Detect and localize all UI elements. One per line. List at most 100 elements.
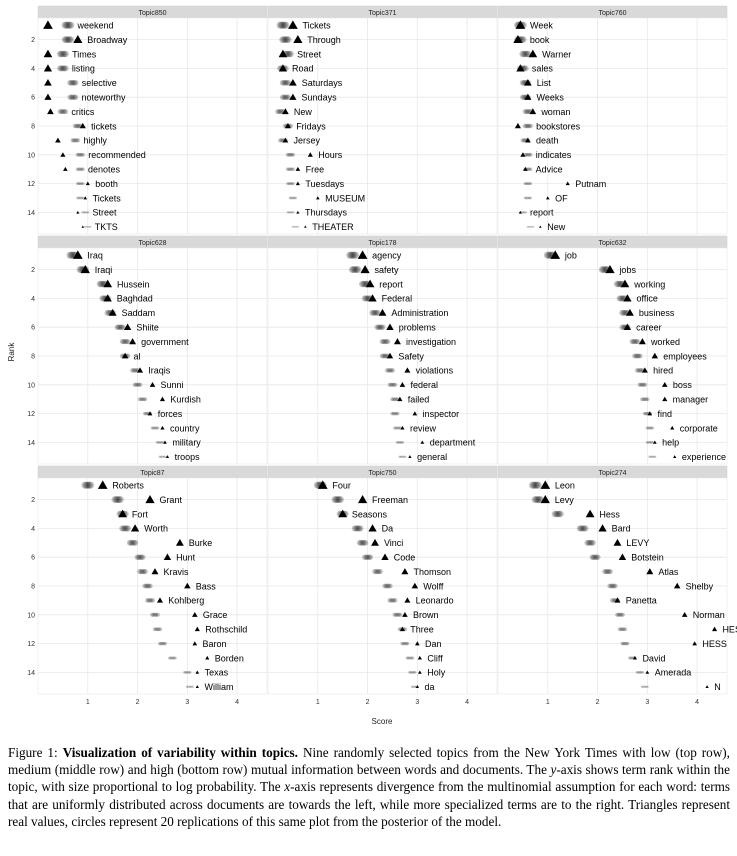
replication-circles bbox=[390, 397, 400, 402]
real-value-triangle bbox=[44, 78, 52, 86]
real-value-triangle bbox=[159, 396, 166, 402]
real-value-triangle bbox=[399, 382, 406, 387]
term-label: Wolff bbox=[423, 581, 444, 591]
term-label: OF bbox=[555, 193, 568, 203]
real-value-triangle bbox=[145, 494, 155, 504]
term-label: Worth bbox=[144, 524, 168, 534]
term-label: selective bbox=[82, 78, 117, 88]
panel-topic628: Topic628 2 4 6 8 10 12 14 Iraq Iraqi Hussein Baghda… bbox=[27, 235, 268, 465]
term-label: federal bbox=[410, 380, 438, 390]
real-value-triangle bbox=[43, 49, 53, 58]
replication-circles bbox=[279, 94, 291, 100]
replication-circles bbox=[276, 21, 290, 29]
term-label: Advice bbox=[536, 165, 563, 175]
replication-circles bbox=[61, 21, 75, 29]
y-tick-label: 12 bbox=[27, 641, 35, 648]
y-tick-label: 2 bbox=[31, 267, 35, 274]
replication-circles bbox=[155, 441, 165, 444]
real-value-triangle bbox=[60, 152, 66, 157]
replication-circles bbox=[168, 656, 177, 660]
replication-circles bbox=[393, 426, 402, 430]
term-label: Rothschild bbox=[205, 625, 247, 635]
real-value-triangle bbox=[368, 524, 377, 532]
replication-circles bbox=[144, 598, 156, 603]
caption-label: Figure 1: bbox=[8, 745, 63, 760]
replication-circles bbox=[142, 583, 153, 589]
replication-circles bbox=[157, 641, 167, 646]
term-label: manager bbox=[673, 395, 709, 405]
term-label: Cliff bbox=[427, 653, 443, 663]
replication-circles bbox=[374, 324, 386, 330]
replication-circles bbox=[379, 339, 391, 345]
y-tick-label: 6 bbox=[31, 95, 35, 102]
real-value-triangle bbox=[420, 440, 425, 444]
term-label: TKTS bbox=[95, 222, 118, 232]
term-label: Three bbox=[410, 625, 434, 635]
term-label: Bard bbox=[612, 524, 631, 534]
replication-circles bbox=[75, 182, 85, 186]
replication-circles bbox=[523, 182, 533, 186]
x-tick-label: 3 bbox=[645, 699, 649, 706]
real-value-triangle bbox=[315, 196, 320, 200]
replication-circles bbox=[382, 583, 393, 589]
replication-circles bbox=[632, 353, 643, 359]
real-value-triangle bbox=[692, 641, 697, 646]
term-label: al bbox=[134, 351, 141, 361]
term-label: MUSEUM bbox=[325, 193, 365, 203]
replication-circles bbox=[84, 225, 92, 228]
replication-circles bbox=[589, 554, 601, 560]
term-label: Iraqi bbox=[95, 265, 113, 275]
term-label: Safety bbox=[398, 351, 424, 361]
replication-circles bbox=[637, 382, 648, 387]
replication-circles bbox=[607, 583, 618, 589]
replication-circles bbox=[617, 627, 628, 632]
real-value-triangle bbox=[55, 137, 61, 143]
real-value-triangle bbox=[378, 308, 387, 316]
term-label: Baron bbox=[203, 639, 227, 649]
term-label: Fort bbox=[132, 509, 149, 519]
term-label: Hess bbox=[599, 509, 620, 519]
replication-circles bbox=[81, 211, 90, 214]
real-value-triangle bbox=[411, 582, 419, 589]
real-value-triangle bbox=[565, 181, 570, 186]
term-label: Code bbox=[394, 553, 416, 563]
term-label: Kohlberg bbox=[168, 596, 204, 606]
panel-title: Topic750 bbox=[368, 470, 396, 477]
real-value-triangle bbox=[516, 64, 525, 72]
replication-circles bbox=[119, 525, 132, 532]
caption-text-1: Nine randomly selected topics from the N… bbox=[8, 745, 730, 778]
replication-circles bbox=[134, 554, 146, 560]
real-value-triangle bbox=[289, 93, 297, 100]
term-label: Thursdays bbox=[305, 208, 348, 218]
real-value-triangle bbox=[371, 538, 379, 546]
replication-circles bbox=[137, 569, 148, 575]
x-tick-label: 1 bbox=[546, 699, 550, 706]
replication-circles bbox=[331, 496, 344, 504]
replication-circles bbox=[405, 656, 415, 660]
y-axis-label: Rank bbox=[7, 342, 16, 362]
term-label: Hunt bbox=[176, 553, 196, 563]
real-value-triangle bbox=[288, 20, 298, 29]
real-value-triangle bbox=[184, 582, 191, 589]
real-value-triangle bbox=[149, 382, 156, 387]
replication-circles bbox=[150, 612, 160, 617]
term-label: HESS bbox=[702, 639, 727, 649]
real-value-triangle bbox=[408, 455, 412, 459]
real-value-triangle bbox=[163, 440, 167, 444]
real-value-triangle bbox=[518, 210, 522, 214]
replication-circles bbox=[523, 196, 533, 200]
replication-circles bbox=[285, 152, 296, 157]
real-value-triangle bbox=[43, 64, 53, 72]
replication-circles bbox=[285, 167, 295, 171]
term-label: working bbox=[633, 279, 665, 289]
y-tick-label: 14 bbox=[27, 440, 35, 447]
real-value-triangle bbox=[524, 93, 532, 100]
term-label: Warner bbox=[542, 49, 571, 59]
term-label: Shelby bbox=[686, 581, 714, 591]
real-value-triangle bbox=[651, 352, 659, 359]
replication-circles bbox=[72, 123, 83, 129]
term-label: military bbox=[172, 438, 201, 448]
real-value-triangle bbox=[681, 612, 688, 617]
x-tick-label: 4 bbox=[465, 699, 469, 706]
caption-x-var: x bbox=[284, 779, 291, 795]
